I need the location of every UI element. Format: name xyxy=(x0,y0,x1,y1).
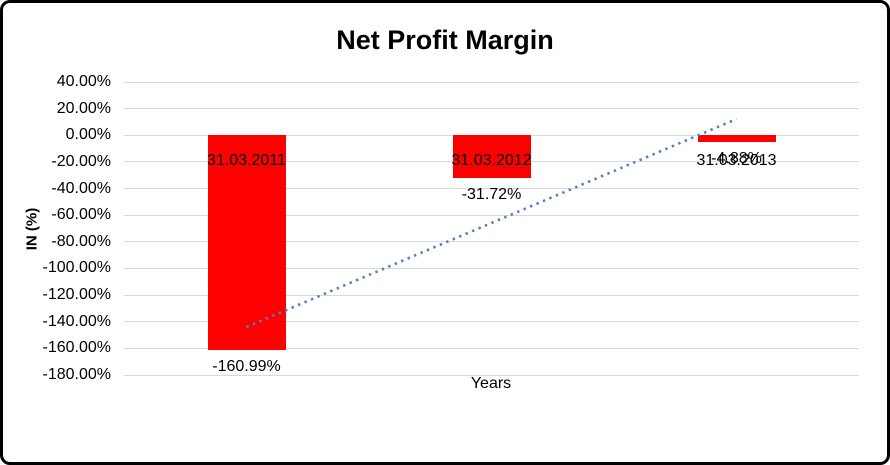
category-label: 31.03.2012 xyxy=(451,152,532,170)
y-tick-label: -60.00% xyxy=(51,206,111,224)
data-label: -160.99% xyxy=(212,357,281,375)
gridline xyxy=(124,374,859,376)
y-tick-label: -180.00% xyxy=(42,366,112,383)
y-tick-label: -20.00% xyxy=(51,152,111,170)
trendline xyxy=(245,117,738,329)
y-tick-label: 40.00% xyxy=(56,73,111,90)
data-label: -4.88% xyxy=(711,149,762,167)
y-tick-label: -140.00% xyxy=(42,312,112,330)
data-label: -31.72% xyxy=(461,185,522,203)
category-label: 31.03.2011 xyxy=(207,152,286,170)
y-tick-label: 0.00% xyxy=(65,126,111,144)
gridline xyxy=(124,347,859,349)
y-tick-label: -160.00% xyxy=(42,339,112,357)
gridline xyxy=(124,108,859,110)
plot-area: 40.00% 20.00% 0.00% -20.00% -40.00% -60.00% -8… xyxy=(3,3,887,462)
chart-title: Net Profit Margin xyxy=(336,25,554,55)
gridline xyxy=(124,81,859,83)
y-tick-label: 20.00% xyxy=(56,99,111,117)
bar-31.03.2013 xyxy=(697,135,776,142)
y-tick-label: -100.00% xyxy=(42,259,112,277)
y-tick-label: -40.00% xyxy=(51,179,111,197)
y-tick-label: -120.00% xyxy=(42,286,112,304)
x-axis-title: Years xyxy=(470,375,512,392)
y-tick-label: -80.00% xyxy=(51,232,111,250)
